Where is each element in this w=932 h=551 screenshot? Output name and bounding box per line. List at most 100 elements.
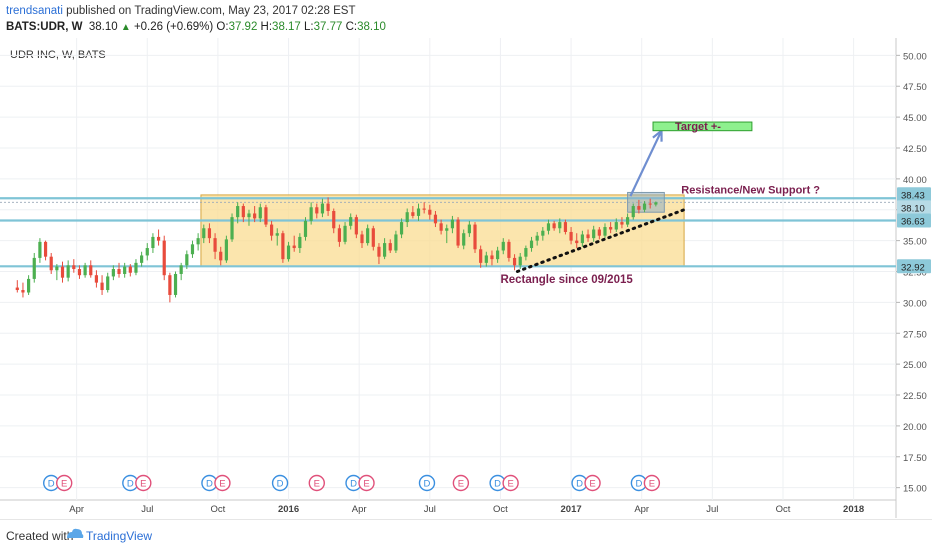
open-label: O:	[216, 21, 228, 33]
y-tick-label: 40.00	[903, 175, 927, 186]
candle-body	[547, 223, 550, 230]
candle-body	[553, 223, 556, 228]
candle-body	[287, 246, 290, 260]
y-tick-label: 27.50	[903, 329, 927, 340]
x-tick-label: Apr	[352, 504, 367, 515]
x-tick-label: Jul	[424, 504, 436, 515]
candle-body	[372, 228, 375, 247]
candle-body	[321, 204, 324, 214]
candle-body	[264, 207, 267, 224]
candle-body	[27, 279, 30, 293]
candle-body	[615, 222, 618, 229]
tradingview-logo-icon[interactable]	[66, 527, 84, 541]
candle-body	[649, 204, 652, 205]
tradingview-link[interactable]: TradingView	[86, 529, 152, 543]
candle-body	[310, 207, 313, 221]
candle-body	[33, 258, 36, 279]
dividend-marker: D	[206, 479, 213, 490]
candle-body	[219, 252, 222, 261]
candle-body	[180, 265, 183, 274]
candle-body	[507, 242, 510, 258]
x-tick-label: Oct	[493, 504, 508, 515]
candle-body	[502, 242, 505, 251]
y-tick-label: 47.50	[903, 82, 927, 93]
open-value: 37.92	[229, 21, 258, 33]
candle-body	[270, 225, 273, 236]
candle-body	[332, 211, 335, 228]
author-link[interactable]: trendsanati	[6, 5, 63, 17]
candle-body	[343, 226, 346, 242]
candle-body	[225, 239, 228, 260]
candle-body	[575, 241, 578, 243]
candle-body	[440, 223, 443, 230]
y-tick-label: 35.00	[903, 237, 927, 248]
candle-body	[643, 204, 646, 210]
publish-info: trendsanati published on TradingView.com…	[6, 5, 356, 17]
publish-text: published on TradingView.com, May 23, 20…	[66, 5, 355, 17]
candle-body	[140, 255, 143, 262]
dividend-marker: D	[494, 479, 501, 490]
resistance-label: Resistance/New Support ?	[681, 185, 820, 197]
candle-body	[626, 217, 629, 224]
candle-body	[564, 222, 567, 232]
y-tick-label: 20.00	[903, 422, 927, 433]
candle-body	[38, 242, 41, 258]
candle-body	[213, 238, 216, 252]
last-price: 38.10	[89, 21, 118, 33]
candle-body	[208, 228, 211, 238]
y-tick-label: 17.50	[903, 453, 927, 464]
candle-body	[112, 269, 115, 276]
candle-body	[151, 237, 154, 248]
candle-body	[338, 228, 341, 242]
dividend-marker: D	[576, 479, 583, 490]
candle-body	[157, 237, 160, 241]
earnings-marker: E	[649, 479, 655, 490]
candle-body	[366, 228, 369, 243]
earnings-marker: E	[363, 479, 369, 490]
candle-body	[298, 237, 301, 248]
chart-background	[0, 38, 932, 519]
rectangle-label: Rectangle since 09/2015	[500, 274, 633, 286]
candle-body	[536, 236, 539, 241]
candle-body	[123, 267, 126, 274]
candle-body	[434, 215, 437, 224]
candle-body	[134, 263, 137, 273]
low-label: L:	[304, 21, 314, 33]
footer: Created with TradingView	[0, 519, 932, 551]
candle-body	[84, 265, 87, 275]
candle-body	[100, 283, 103, 290]
earnings-marker: E	[507, 479, 513, 490]
price-chart[interactable]: UDR INC, W, BATS Target +-Rectangle sinc…	[0, 38, 932, 519]
earnings-marker: E	[314, 479, 320, 490]
candle-body	[581, 234, 584, 243]
candle-body	[349, 217, 352, 226]
candle-body	[259, 207, 262, 218]
close-value: 38.10	[357, 21, 386, 33]
candle-body	[174, 274, 177, 295]
x-tick-label: Oct	[211, 504, 226, 515]
candle-body	[377, 247, 380, 257]
x-tick-label: 2016	[278, 504, 299, 515]
candle-body	[394, 234, 397, 250]
candle-body	[146, 248, 149, 255]
candle-body	[117, 269, 120, 274]
candle-body	[276, 233, 279, 235]
price-tag-label: 32.92	[901, 262, 925, 273]
candle-body	[315, 207, 318, 213]
candle-body	[21, 290, 24, 292]
dividend-marker: D	[635, 479, 642, 490]
candle-body	[598, 230, 601, 236]
candle-body	[524, 248, 527, 257]
candle-body	[400, 222, 403, 234]
candle-body	[383, 243, 386, 257]
dividend-marker: D	[277, 479, 284, 490]
x-tick-label: 2017	[561, 504, 582, 515]
y-tick-label: 15.00	[903, 484, 927, 495]
candle-body	[185, 254, 188, 265]
symbol-label: BATS:UDR, W	[6, 21, 82, 33]
candle-body	[197, 238, 200, 244]
candle-body	[490, 255, 493, 259]
candle-body	[603, 227, 606, 236]
x-tick-label: Jul	[706, 504, 718, 515]
candle-body	[519, 257, 522, 266]
